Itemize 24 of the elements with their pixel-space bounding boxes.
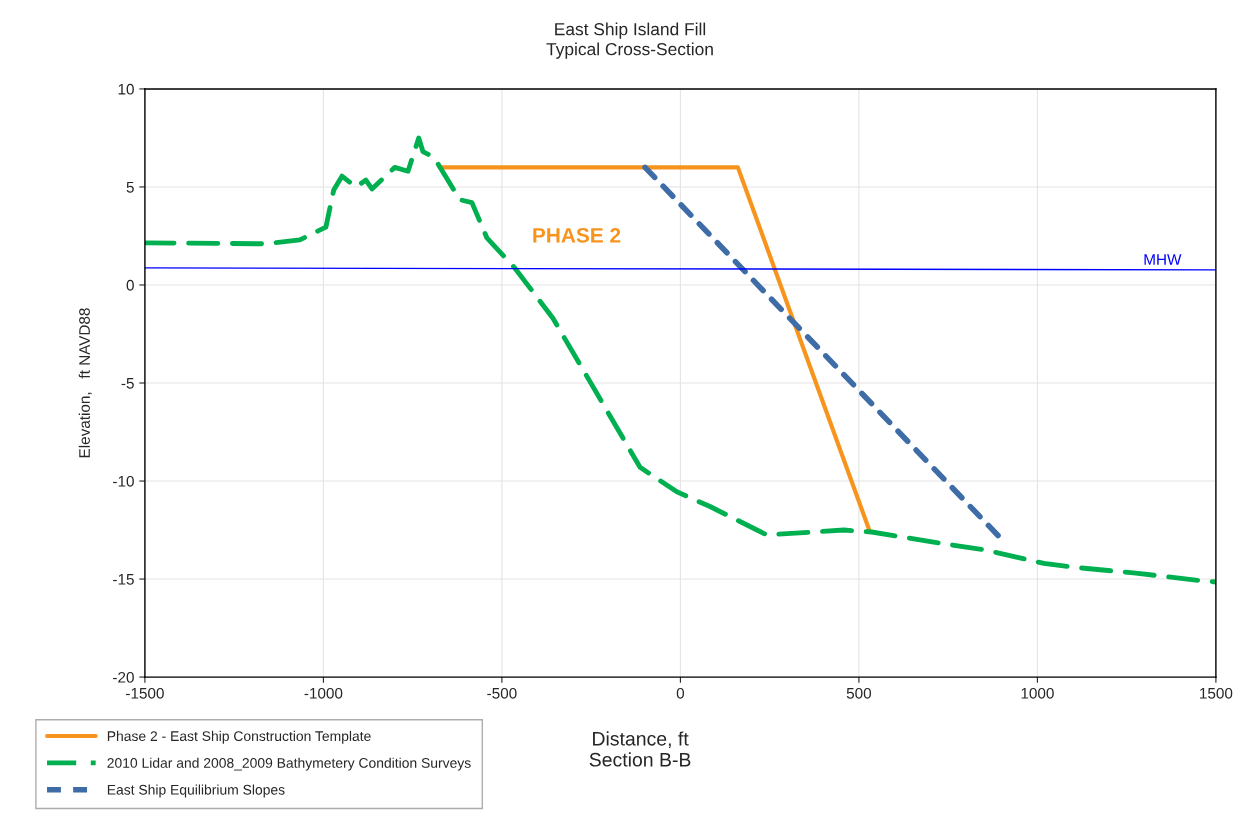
y-tick-label: 0 xyxy=(126,279,134,291)
x-tick-label: 500 xyxy=(846,687,872,699)
y-tick-label: -20 xyxy=(113,671,134,683)
x-axis-title: Distance, ft Section B-B xyxy=(589,731,691,767)
x-tick-label: 1500 xyxy=(1200,687,1233,699)
legend-label: Phase 2 - East Ship Construction Template xyxy=(107,730,371,744)
chart-subtitle: Typical Cross-Section xyxy=(546,42,713,59)
y-tick-label: -10 xyxy=(113,475,134,487)
chart-title: East Ship Island Fill xyxy=(555,22,706,39)
y-tick-label: -15 xyxy=(113,574,134,585)
annotation: PHASE 2 xyxy=(533,227,621,243)
x-tick-label: 1000 xyxy=(1021,687,1054,699)
x-tick-label: -500 xyxy=(487,687,517,699)
x-tick-label: -1000 xyxy=(304,687,343,699)
legend-label: East Ship Equilibrium Slopes xyxy=(107,784,285,798)
y-tick-label: 5 xyxy=(126,181,134,193)
y-tick-label: -5 xyxy=(121,378,134,389)
line-series xyxy=(144,135,1216,585)
series-label: MHW xyxy=(1144,254,1182,265)
legend-label: 2010 Lidar and 2008_2009 Bathymetery Condition Surveys xyxy=(107,757,471,771)
x-tick-label: -1500 xyxy=(126,687,164,699)
y-axis-title: Elevation, ft NAVD88 xyxy=(78,308,92,458)
y-tick-label: 10 xyxy=(118,83,134,95)
x-tick-label: 0 xyxy=(676,687,685,699)
